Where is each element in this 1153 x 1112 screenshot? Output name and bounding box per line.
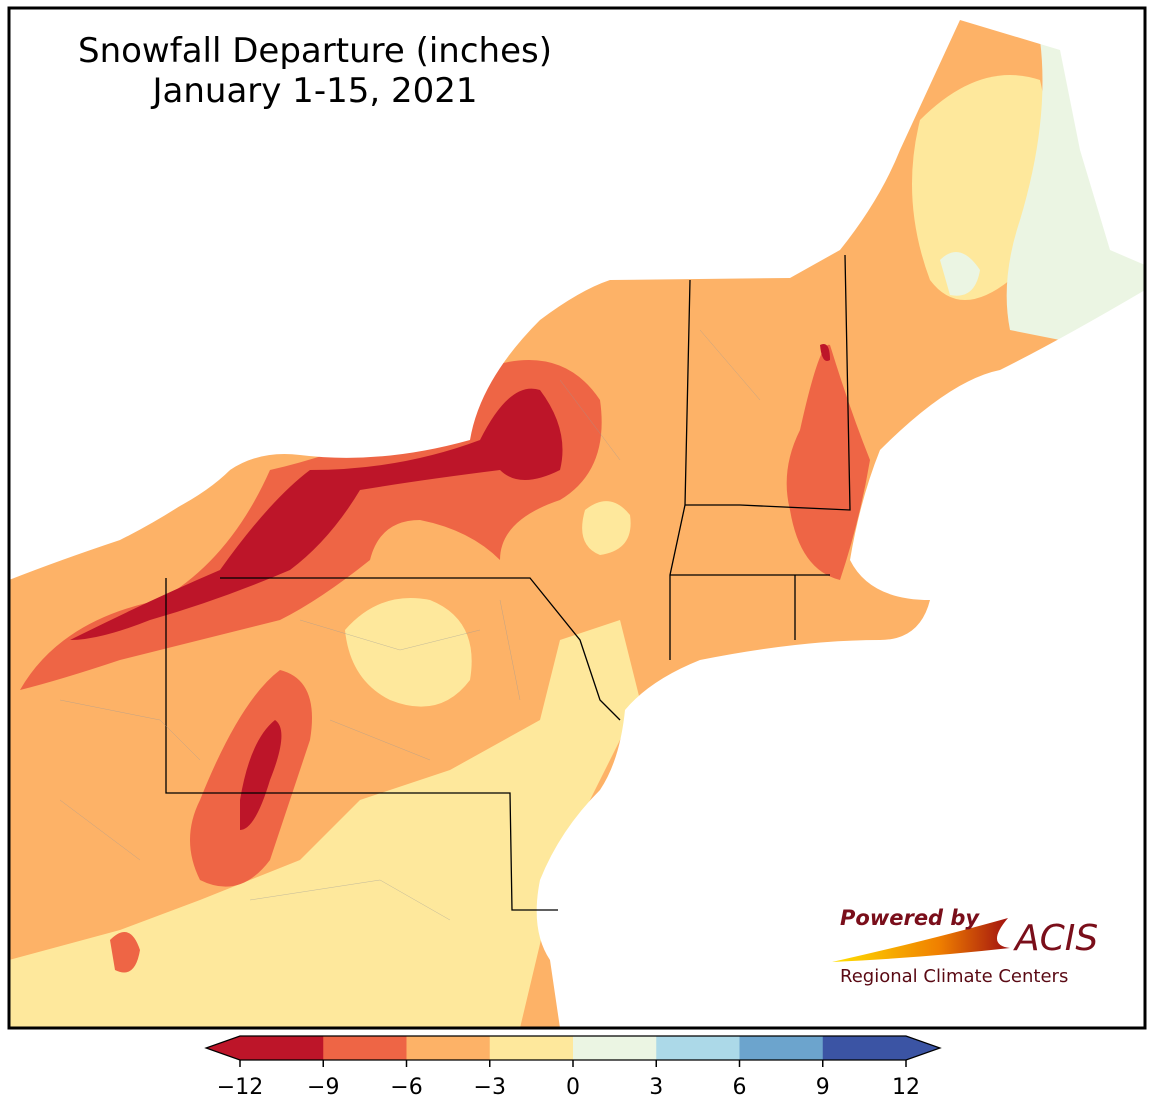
logo-name: ACIS <box>1013 918 1098 959</box>
contour <box>9 620 640 1028</box>
colorbar-tick-label: 3 <box>649 1075 663 1100</box>
water-east <box>536 290 1145 1028</box>
colorbar-tick-label: 6 <box>733 1075 747 1100</box>
contour <box>70 388 563 640</box>
colorbar-arrow-low <box>206 1036 240 1060</box>
colorbar-bin <box>240 1036 324 1060</box>
colorbar-bin <box>323 1036 407 1060</box>
logo: Powered by ACIS Regional Climate Centers <box>832 906 1098 987</box>
contour <box>786 344 870 580</box>
colorbar-tick-label: −6 <box>390 1075 422 1100</box>
colorbar-tick-label: 9 <box>816 1075 830 1100</box>
map-frame <box>7 6 1147 1030</box>
colorbar-bin <box>656 1036 740 1060</box>
colorbar-bin <box>489 1036 574 1060</box>
contour <box>582 501 631 555</box>
contour <box>110 932 140 973</box>
colorbar-bin <box>406 1036 491 1060</box>
contour <box>345 598 472 707</box>
county-lines <box>59 329 761 921</box>
colorbar-bin <box>573 1036 657 1060</box>
title: Snowfall Departure (inches) <box>78 31 552 71</box>
subtitle: January 1-15, 2021 <box>150 71 477 111</box>
map <box>9 8 1145 1028</box>
contour <box>240 720 282 830</box>
colorbar-tick-label: −3 <box>474 1075 506 1100</box>
colorbar: −12 −9 −6 −3 0 3 6 9 12 <box>204 1035 942 1100</box>
contour <box>820 344 830 361</box>
colorbar-arrow-high <box>906 1036 940 1060</box>
colorbar-tick-label: −9 <box>307 1075 339 1100</box>
contour <box>940 252 980 296</box>
logo-org: Regional Climate Centers <box>840 966 1068 987</box>
colorbar-tick-label: −12 <box>217 1075 263 1100</box>
colorbar-tick-label: 12 <box>892 1075 920 1100</box>
lake-erie <box>9 470 230 580</box>
colorbar-tick-label: 0 <box>566 1075 580 1100</box>
colorbar-bin <box>739 1036 824 1060</box>
logo-powered-by: Powered by <box>840 906 980 930</box>
logo-swoosh <box>832 918 1010 962</box>
state-border <box>165 254 851 911</box>
water-north <box>9 8 1145 575</box>
colorbar-bin <box>822 1036 907 1060</box>
contour <box>912 75 1046 300</box>
